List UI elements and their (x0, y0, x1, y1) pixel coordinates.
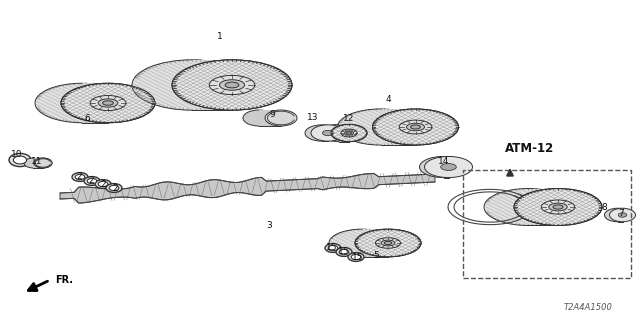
Ellipse shape (355, 229, 421, 257)
Ellipse shape (35, 83, 129, 123)
Ellipse shape (109, 185, 119, 191)
Ellipse shape (209, 76, 255, 95)
Text: 7: 7 (618, 209, 624, 218)
Ellipse shape (376, 238, 401, 248)
Ellipse shape (347, 132, 351, 134)
Ellipse shape (549, 203, 567, 211)
Polygon shape (82, 83, 108, 123)
Ellipse shape (76, 174, 85, 180)
Ellipse shape (172, 60, 292, 110)
Ellipse shape (372, 109, 458, 145)
Ellipse shape (331, 124, 367, 142)
Ellipse shape (351, 254, 361, 260)
Ellipse shape (172, 60, 292, 110)
Ellipse shape (344, 131, 353, 135)
Text: 13: 13 (307, 113, 319, 122)
Text: 8: 8 (601, 203, 607, 212)
Ellipse shape (84, 177, 100, 185)
Ellipse shape (61, 83, 155, 123)
Ellipse shape (87, 178, 97, 184)
Text: 9: 9 (269, 109, 275, 118)
Ellipse shape (411, 125, 420, 129)
Ellipse shape (406, 123, 424, 131)
Ellipse shape (384, 241, 392, 244)
Polygon shape (33, 158, 43, 168)
Text: 5: 5 (373, 252, 379, 260)
Ellipse shape (9, 153, 31, 167)
Ellipse shape (514, 188, 602, 226)
Ellipse shape (514, 188, 602, 226)
Ellipse shape (90, 95, 126, 110)
Ellipse shape (328, 245, 338, 251)
Ellipse shape (424, 156, 472, 178)
Text: 15: 15 (326, 244, 338, 252)
Ellipse shape (355, 229, 421, 257)
Ellipse shape (348, 252, 364, 261)
Ellipse shape (331, 124, 367, 142)
Ellipse shape (553, 205, 563, 209)
Ellipse shape (484, 188, 572, 226)
Ellipse shape (98, 99, 118, 107)
Ellipse shape (24, 158, 42, 168)
Ellipse shape (132, 60, 252, 110)
Polygon shape (528, 188, 558, 226)
Ellipse shape (95, 180, 111, 188)
Text: FR.: FR. (55, 275, 73, 285)
Text: ATM-12: ATM-12 (506, 141, 555, 155)
Text: 10: 10 (12, 149, 23, 158)
Ellipse shape (609, 208, 636, 222)
Ellipse shape (305, 125, 339, 141)
Polygon shape (192, 60, 232, 110)
Polygon shape (362, 229, 388, 257)
Text: 2: 2 (76, 172, 82, 180)
Ellipse shape (265, 110, 297, 126)
Text: 12: 12 (343, 114, 355, 123)
Ellipse shape (325, 244, 341, 252)
Ellipse shape (339, 249, 349, 255)
Ellipse shape (372, 109, 458, 145)
Text: 3: 3 (266, 220, 272, 229)
Ellipse shape (605, 208, 630, 222)
Text: 11: 11 (31, 156, 43, 165)
Ellipse shape (72, 172, 88, 181)
Text: 6: 6 (84, 114, 90, 123)
Text: 2: 2 (112, 183, 118, 193)
Ellipse shape (34, 158, 52, 168)
Ellipse shape (311, 125, 345, 141)
Ellipse shape (618, 213, 627, 217)
Ellipse shape (336, 248, 352, 256)
Ellipse shape (329, 229, 395, 257)
Ellipse shape (419, 156, 467, 178)
Polygon shape (339, 124, 349, 142)
Text: 1: 1 (217, 31, 223, 41)
Ellipse shape (321, 124, 357, 142)
Ellipse shape (61, 83, 155, 123)
Ellipse shape (34, 158, 52, 168)
Ellipse shape (323, 130, 333, 136)
Ellipse shape (399, 120, 432, 134)
Polygon shape (60, 174, 435, 203)
Ellipse shape (106, 184, 122, 192)
Ellipse shape (13, 156, 27, 164)
Text: 2: 2 (100, 180, 106, 188)
Ellipse shape (441, 164, 456, 171)
Text: 14: 14 (438, 156, 450, 165)
Text: 15: 15 (339, 247, 349, 257)
Text: T2A4A1500: T2A4A1500 (564, 303, 612, 313)
Ellipse shape (337, 109, 424, 145)
Ellipse shape (98, 181, 108, 187)
Polygon shape (381, 109, 415, 145)
Ellipse shape (381, 240, 395, 246)
Ellipse shape (102, 101, 113, 105)
Text: 2: 2 (88, 175, 94, 185)
Ellipse shape (225, 82, 239, 88)
Ellipse shape (243, 110, 275, 126)
Text: 15: 15 (352, 252, 364, 261)
Ellipse shape (341, 129, 357, 137)
Ellipse shape (220, 80, 244, 90)
Text: 4: 4 (385, 94, 391, 103)
Bar (463, 170, 631, 278)
Ellipse shape (541, 200, 575, 214)
Polygon shape (259, 110, 281, 126)
